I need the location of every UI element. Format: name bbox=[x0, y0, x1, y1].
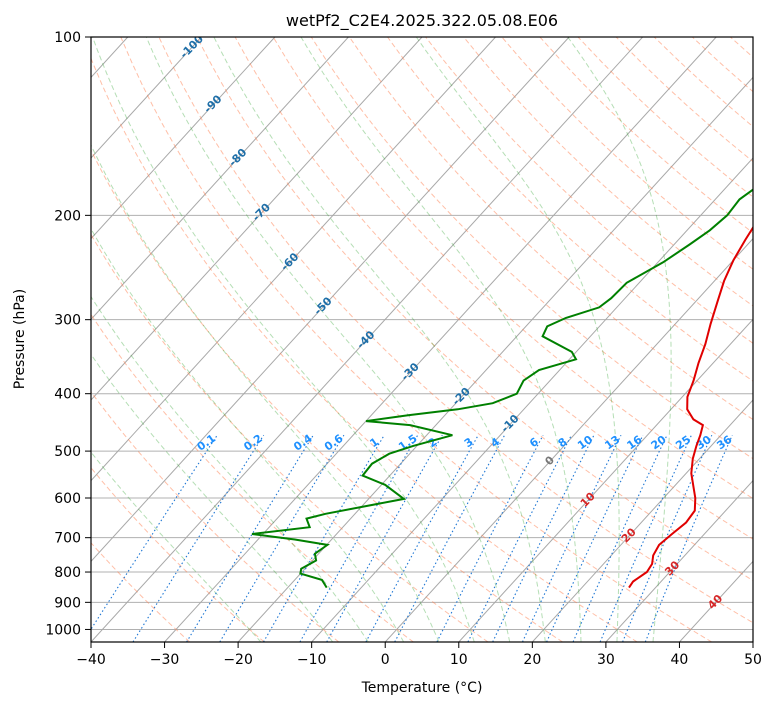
isotherm-line bbox=[91, 37, 349, 321]
moist-adiabat-line bbox=[567, 37, 672, 642]
moist-adiabat-line bbox=[91, 227, 405, 642]
plot-frame bbox=[90, 36, 754, 643]
moist-adiabat-line bbox=[91, 143, 440, 642]
dry-adiabat-line bbox=[310, 37, 753, 460]
isotherm-line bbox=[91, 37, 644, 642]
chart-title: wetPf2_C2E4.2025.322.05.08.E06 bbox=[286, 11, 558, 31]
x-tick-label: 10 bbox=[450, 652, 468, 668]
temperature-profile-line bbox=[628, 225, 753, 589]
x-tick-label: 50 bbox=[744, 652, 762, 668]
dry-adiabat-line bbox=[91, 313, 414, 642]
mixing-ratio-line bbox=[622, 434, 713, 642]
mixing-ratio-line bbox=[394, 434, 506, 642]
mixing-ratio-line bbox=[132, 434, 265, 642]
isotherm-line bbox=[91, 37, 423, 401]
mixing-ratio-line bbox=[599, 434, 692, 642]
x-tick-label: −30 bbox=[150, 652, 180, 668]
isotherm-line bbox=[458, 318, 753, 642]
y-tick-label: 200 bbox=[54, 208, 81, 224]
isotherm-line bbox=[91, 37, 202, 159]
y-axis-title: Pressure (hPa) bbox=[12, 289, 28, 389]
y-tick-label: 600 bbox=[54, 491, 81, 507]
moist-adiabat-line bbox=[415, 37, 620, 642]
axes: −40 −30 −20 −10 0 10 20 30 40 50 100 200 300 400 500 60… bbox=[45, 30, 762, 668]
dry-adiabat-line bbox=[120, 37, 713, 642]
dry-adiabat-line bbox=[91, 57, 638, 642]
mixing-ratio-line bbox=[492, 434, 595, 642]
isotherm-line bbox=[311, 157, 753, 642]
mixing-ratio-line bbox=[365, 434, 479, 642]
mixing-ratio-line bbox=[91, 434, 218, 631]
moist-adiabat-line bbox=[145, 37, 511, 642]
y-tick-label: 500 bbox=[54, 444, 81, 460]
isotherm-line bbox=[91, 37, 570, 563]
isotherm-line bbox=[237, 76, 753, 642]
y-tick-label: 1000 bbox=[45, 622, 81, 638]
mixing-ratio-line bbox=[467, 434, 572, 642]
x-axis-title: Temperature (°C) bbox=[361, 680, 483, 696]
y-tick-label: 100 bbox=[54, 30, 81, 46]
x-tick-label: 30 bbox=[597, 652, 615, 668]
x-tick-label: 40 bbox=[671, 652, 689, 668]
moist-adiabat-line bbox=[300, 37, 582, 642]
mixing-ratio-line bbox=[299, 434, 419, 642]
moist-adiabat-line bbox=[91, 295, 369, 642]
isotherm-line bbox=[91, 37, 496, 482]
mixing-ratio-line bbox=[186, 434, 314, 642]
isotherm-line bbox=[91, 37, 276, 240]
profiles bbox=[251, 188, 753, 589]
mixing-ratio-line bbox=[326, 434, 443, 642]
isotherm-line bbox=[384, 237, 753, 642]
dry-adiabat-line bbox=[91, 466, 265, 642]
background-lines bbox=[91, 37, 753, 642]
y-tick-label: 300 bbox=[54, 313, 81, 329]
dry-adiabat-line bbox=[387, 37, 753, 382]
y-tick-label: 900 bbox=[54, 595, 81, 611]
dewpoint-profile-line bbox=[251, 188, 753, 589]
x-tick-label: 0 bbox=[381, 652, 390, 668]
x-tick-label: 20 bbox=[523, 652, 541, 668]
dry-adiabat-line bbox=[158, 37, 753, 624]
y-tick-label: 800 bbox=[54, 565, 81, 581]
moist-adiabat-line bbox=[91, 451, 262, 642]
y-tick-label: 400 bbox=[54, 387, 81, 403]
x-tick-label: −20 bbox=[223, 652, 253, 668]
isotherm-line bbox=[164, 37, 717, 642]
dry-adiabat-line bbox=[272, 37, 753, 500]
isotherm-line bbox=[605, 479, 753, 642]
moist-adiabat-line bbox=[213, 37, 546, 642]
x-tick-label: −10 bbox=[297, 652, 327, 668]
mixing-ratio-line bbox=[219, 434, 345, 642]
y-tick-label: 700 bbox=[54, 531, 81, 547]
dry-adiabat-line bbox=[196, 37, 753, 582]
dry-adiabat-line bbox=[91, 149, 563, 642]
isotherm-line bbox=[531, 399, 753, 642]
mixing-ratio-line bbox=[436, 434, 544, 642]
moist-adiabat-line bbox=[92, 37, 475, 642]
x-tick-label: −40 bbox=[76, 652, 106, 668]
dry-adiabat-line bbox=[234, 37, 753, 540]
mixing-ratio-line bbox=[263, 434, 385, 642]
